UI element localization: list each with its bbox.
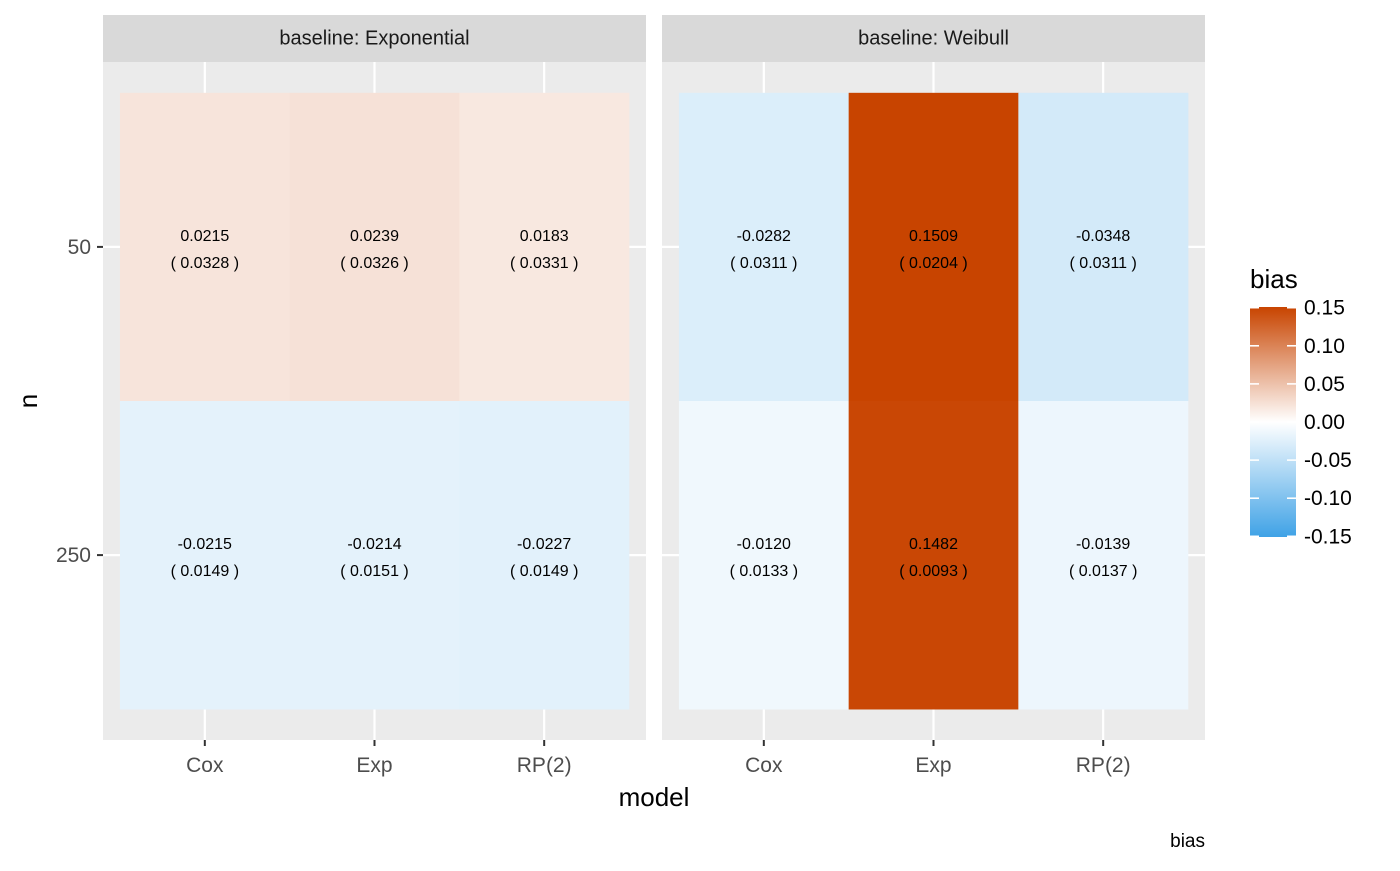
y-tick-label: 250 — [56, 544, 91, 567]
y-axis-title: n — [13, 394, 43, 408]
cell-value-label: -0.0139 — [1076, 536, 1130, 553]
legend-tick-label: -0.15 — [1304, 525, 1352, 548]
cell-se-label: ( 0.0133 ) — [730, 563, 798, 580]
x-axis-title: model — [619, 782, 690, 812]
facet-strip-label: baseline: Exponential — [279, 28, 469, 50]
facet-strip-label: baseline: Weibull — [858, 28, 1009, 50]
x-tick-label: Exp — [356, 754, 392, 777]
cell-se-label: ( 0.0204 ) — [899, 255, 967, 272]
cell-se-label: ( 0.0093 ) — [899, 563, 967, 580]
heatmap-tile — [848, 92, 1019, 402]
cell-value-label: -0.0282 — [737, 228, 791, 245]
heatmap-tile — [678, 401, 849, 710]
legend-tick-label: -0.05 — [1304, 449, 1352, 472]
cell-se-label: ( 0.0151 ) — [340, 563, 408, 580]
cell-se-label: ( 0.0149 ) — [171, 563, 239, 580]
legend-tick-label: 0.00 — [1304, 411, 1345, 434]
heatmap-tile — [678, 92, 849, 402]
heatmap-tile — [119, 401, 290, 710]
cell-se-label: ( 0.0331 ) — [510, 255, 578, 272]
x-tick-label: RP(2) — [1076, 754, 1131, 777]
x-tick-label: Cox — [186, 754, 224, 777]
cell-value-label: 0.0183 — [520, 228, 569, 245]
caption: bias — [1170, 831, 1205, 852]
cell-value-label: -0.0348 — [1076, 228, 1130, 245]
cell-value-label: -0.0214 — [347, 536, 401, 553]
legend-tick-label: 0.05 — [1304, 373, 1345, 396]
cell-se-label: ( 0.0149 ) — [510, 563, 578, 580]
heatmap-tile — [289, 92, 460, 402]
cell-value-label: 0.1509 — [909, 228, 958, 245]
legend-tick-label: 0.10 — [1304, 335, 1345, 358]
legend-tick-label: 0.15 — [1304, 297, 1345, 320]
x-tick-label: Exp — [915, 754, 951, 777]
heatmap-tile — [289, 401, 460, 710]
facet-strip — [662, 15, 1205, 62]
heatmap-tile — [119, 92, 290, 402]
cell-value-label: 0.1482 — [909, 536, 958, 553]
heatmap-tile — [459, 401, 630, 710]
cell-value-label: -0.0120 — [737, 536, 791, 553]
legend-tick-label: -0.10 — [1304, 487, 1352, 510]
cell-value-label: -0.0215 — [178, 536, 232, 553]
cell-se-label: ( 0.0311 ) — [730, 255, 797, 272]
heatmap-tile — [1018, 92, 1189, 402]
cell-value-label: -0.0227 — [517, 536, 571, 553]
cell-value-label: 0.0215 — [180, 228, 229, 245]
x-tick-label: RP(2) — [517, 754, 572, 777]
heatmap-tile — [459, 92, 630, 402]
heatmap-tile — [1018, 401, 1189, 710]
cell-se-label: ( 0.0326 ) — [340, 255, 408, 272]
cell-se-label: ( 0.0311 ) — [1070, 255, 1137, 272]
legend-title: bias — [1250, 264, 1298, 294]
cell-se-label: ( 0.0137 ) — [1069, 563, 1137, 580]
y-tick-label: 50 — [68, 236, 91, 259]
cell-value-label: 0.0239 — [350, 228, 399, 245]
x-tick-label: Cox — [745, 754, 783, 777]
cell-se-label: ( 0.0328 ) — [171, 255, 239, 272]
facet-strip — [103, 15, 646, 62]
heatmap-tile — [848, 401, 1019, 710]
